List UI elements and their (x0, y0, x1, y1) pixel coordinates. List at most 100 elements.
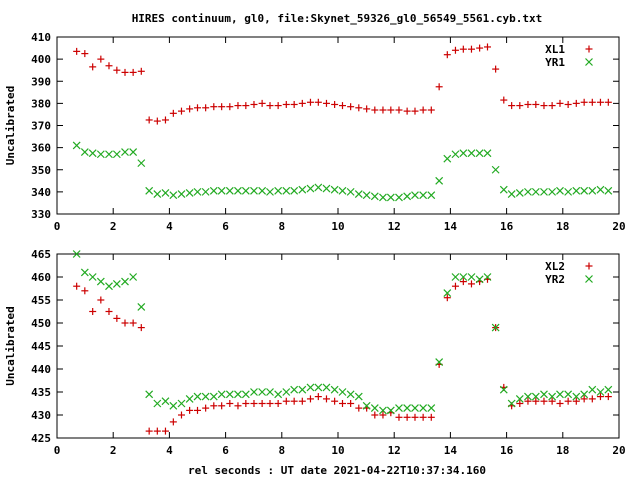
data-point (483, 43, 491, 51)
data-point (371, 411, 379, 419)
data-point (476, 44, 484, 52)
data-point (467, 273, 476, 281)
data-point (419, 191, 428, 200)
data-point (443, 289, 452, 298)
data-point (298, 397, 306, 405)
data-point (129, 319, 137, 327)
data-point (427, 404, 436, 413)
data-point (548, 392, 557, 401)
data-point (435, 176, 444, 185)
data-point (532, 100, 540, 108)
data-point (596, 393, 604, 401)
data-point (492, 65, 500, 73)
data-point (403, 107, 411, 115)
data-point (161, 427, 169, 435)
data-point (459, 149, 468, 158)
data-point (516, 400, 524, 407)
data-point (362, 401, 371, 410)
data-point (572, 186, 581, 195)
data-point (467, 280, 475, 288)
data-point (604, 98, 612, 106)
data-point (483, 149, 492, 158)
data-point (451, 46, 459, 54)
data-point (524, 397, 532, 405)
data-point (89, 308, 97, 315)
data-point (419, 106, 427, 114)
data-point (483, 273, 492, 281)
data-point (347, 103, 355, 111)
data-point (596, 388, 605, 396)
data-point (72, 250, 81, 258)
data-point (355, 104, 363, 112)
y-tick-label: 455 (31, 294, 51, 307)
data-point (234, 102, 242, 110)
data-point (298, 185, 307, 194)
data-point (548, 397, 556, 405)
data-point (89, 63, 97, 71)
data-point (80, 268, 89, 277)
data-point (556, 186, 564, 195)
data-point (113, 66, 121, 74)
series-yr2 (72, 250, 613, 415)
data-point (202, 404, 210, 412)
data-point (475, 149, 484, 158)
data-point (306, 184, 315, 193)
data-point (258, 99, 266, 107)
y-tick-label: 410 (31, 31, 51, 44)
data-point (169, 401, 178, 410)
data-point (298, 385, 307, 394)
data-point (475, 275, 484, 284)
data-point (250, 100, 258, 108)
data-point (242, 400, 250, 407)
x-tick-label: 4 (166, 220, 173, 233)
data-point (330, 385, 339, 394)
data-point (540, 397, 548, 405)
data-point (403, 192, 412, 201)
data-point (210, 103, 218, 111)
x-tick-label: 4 (166, 444, 173, 457)
data-point (451, 273, 460, 281)
data-point (201, 392, 210, 401)
data-point (322, 184, 331, 193)
data-point (121, 277, 129, 286)
data-point (274, 102, 282, 110)
data-point (250, 186, 258, 195)
data-point (72, 141, 81, 150)
data-point (137, 302, 146, 311)
data-point (338, 186, 347, 195)
data-point (346, 187, 355, 196)
data-point (395, 193, 403, 202)
x-tick-label: 0 (54, 220, 61, 233)
y-tick-label: 425 (31, 432, 51, 445)
data-point (282, 388, 291, 396)
data-point (226, 103, 234, 111)
data-point (507, 399, 516, 408)
top-panel: 330 340 350 360 370 380 390 400 410 0 2 4 6 8 10 12 14 16… (4, 31, 626, 233)
data-point (379, 411, 387, 419)
data-point (169, 418, 177, 426)
data-point (395, 404, 403, 413)
data-point (556, 400, 564, 407)
data-point (201, 187, 210, 196)
data-point (112, 150, 121, 159)
data-point (588, 186, 597, 195)
data-point (225, 186, 234, 195)
data-point (314, 383, 323, 392)
data-point (81, 50, 89, 58)
data-point (234, 186, 242, 195)
x-tick-label: 6 (222, 444, 229, 457)
y-axis-label: Uncalibrated (4, 86, 17, 165)
y-tick-label: 430 (31, 409, 51, 422)
data-point (379, 406, 387, 415)
data-point (564, 397, 572, 405)
y-tick-label: 445 (31, 340, 51, 353)
data-point (403, 404, 412, 413)
data-point (73, 282, 81, 290)
series-yr1 (72, 141, 613, 202)
data-point (580, 186, 589, 195)
data-point (241, 186, 250, 195)
data-point (572, 392, 581, 401)
data-point (524, 392, 532, 401)
data-point (194, 104, 201, 112)
data-point (186, 105, 194, 113)
